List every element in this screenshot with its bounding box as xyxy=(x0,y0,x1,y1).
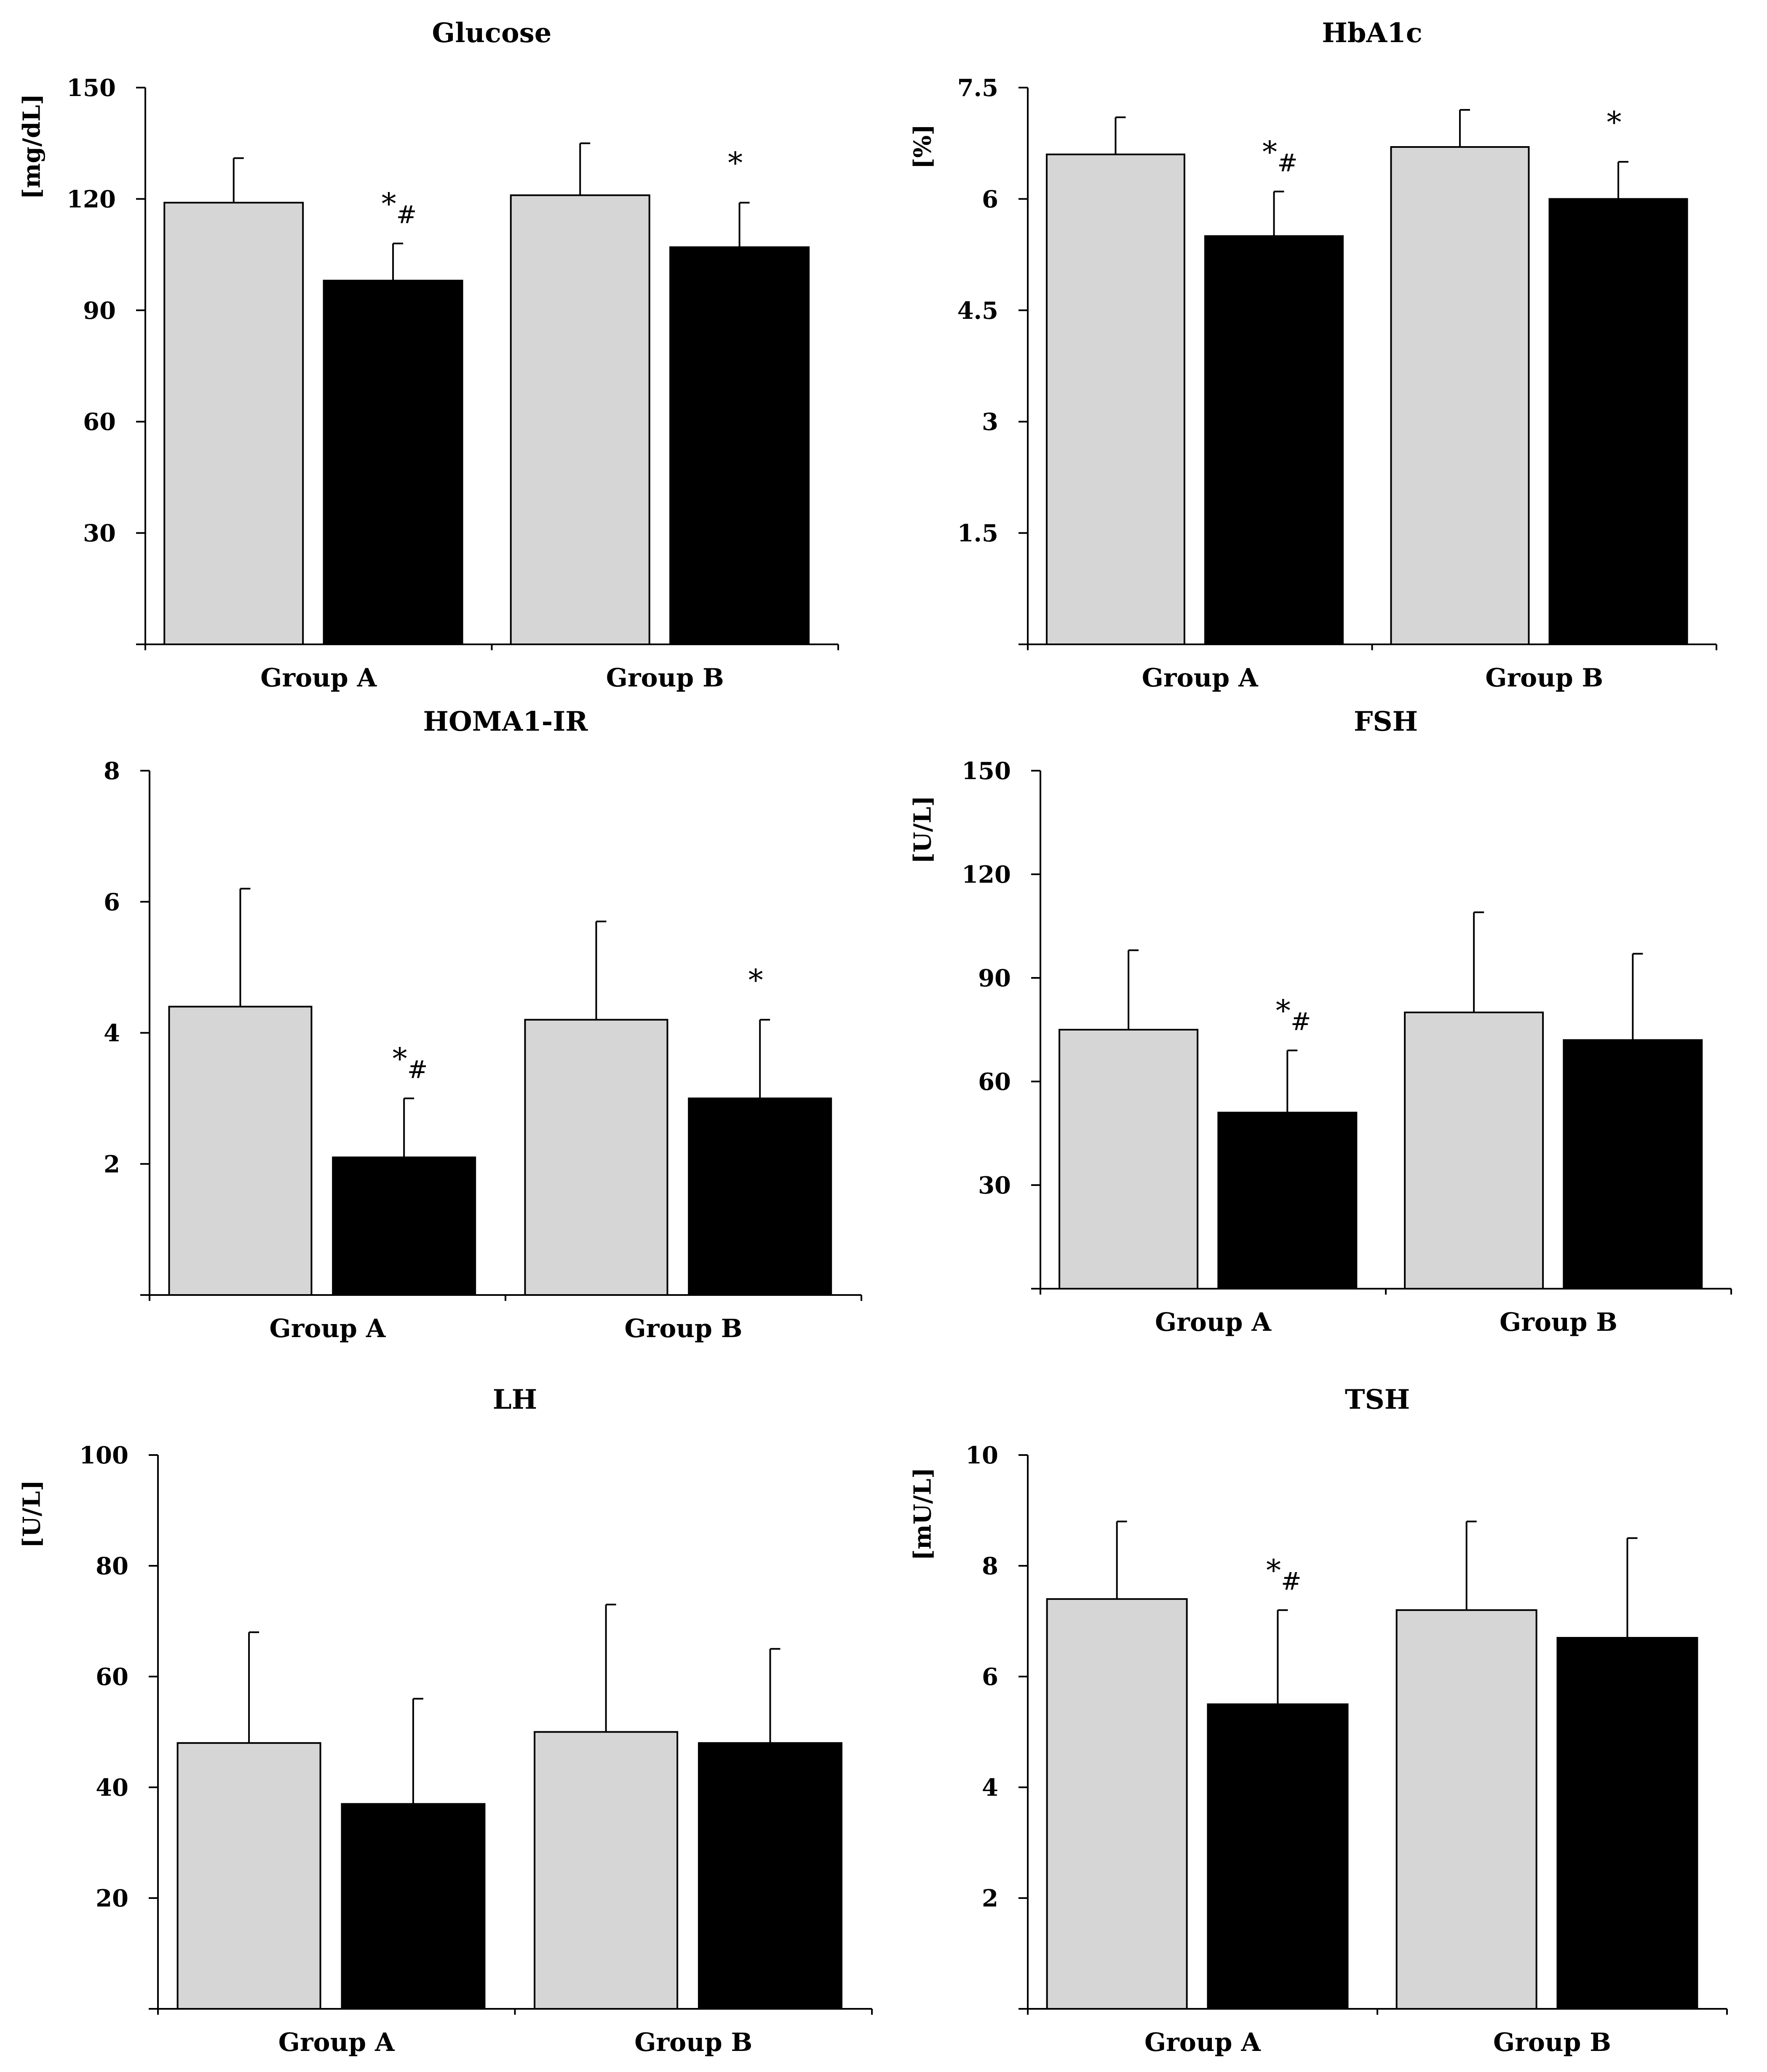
bar-group-b-baseline xyxy=(1395,1609,1537,2010)
bar-group-a-baseline xyxy=(1045,153,1185,645)
y-tick-label: 2 xyxy=(982,1885,998,1912)
y-tick-label: 30 xyxy=(83,520,116,547)
significance-star: * xyxy=(1266,1553,1281,1588)
x-category-label: Group B xyxy=(1493,2028,1611,2057)
y-tick-label: 1.5 xyxy=(957,520,998,547)
x-category-label: Group B xyxy=(634,2028,752,2057)
y-tick-label: 120 xyxy=(962,861,1011,889)
bar-group-b-baseline xyxy=(510,194,650,645)
bar-group-b-baseline xyxy=(1404,1012,1544,1290)
y-tick-label: 90 xyxy=(978,964,1011,992)
significance-hash: # xyxy=(396,200,417,229)
y-tick-label: 6 xyxy=(104,888,120,916)
y-tick-label: 4 xyxy=(104,1020,120,1047)
y-axis-label: [U/L] xyxy=(909,796,937,864)
x-category-label: Group A xyxy=(260,663,377,693)
y-tick-label: 40 xyxy=(96,1774,128,1802)
y-tick-label: 150 xyxy=(67,74,116,102)
y-tick-label: 150 xyxy=(962,757,1011,785)
bar-group-a-follow-up xyxy=(332,1156,476,1296)
x-category-label: Group A xyxy=(1144,2028,1261,2057)
chart-title: FSH xyxy=(1354,706,1418,737)
bar-group-b-follow-up xyxy=(698,1742,842,2010)
bar-group-a-follow-up xyxy=(1217,1111,1358,1290)
significance-star: * xyxy=(1262,135,1277,169)
y-tick-label: 6 xyxy=(982,185,998,213)
y-tick-label: 30 xyxy=(978,1172,1011,1199)
y-tick-label: 6 xyxy=(982,1663,998,1691)
significance-star: * xyxy=(1607,105,1622,139)
significance-star: * xyxy=(1276,993,1291,1028)
significance-star: * xyxy=(393,1041,407,1076)
y-tick-label: 8 xyxy=(104,757,120,785)
y-tick-label: 8 xyxy=(982,1552,998,1580)
x-category-label: Group B xyxy=(606,663,724,693)
y-tick-label: 2 xyxy=(104,1151,120,1178)
y-tick-label: 60 xyxy=(978,1068,1011,1096)
chart-title: Glucose xyxy=(432,17,552,49)
chart-title: HbA1c xyxy=(1322,17,1422,49)
bar-group-a-follow-up xyxy=(341,1803,486,2010)
y-axis-label: [mU/L] xyxy=(909,1468,937,1561)
x-category-label: Group B xyxy=(1485,663,1603,693)
chart-title: HOMA1-IR xyxy=(423,706,588,737)
significance-star: * xyxy=(728,146,743,180)
y-tick-label: 4 xyxy=(982,1774,998,1802)
bar-group-b-baseline xyxy=(524,1019,668,1296)
bar-group-b-baseline xyxy=(1390,146,1530,646)
y-tick-label: 20 xyxy=(96,1885,128,1912)
y-tick-label: 3 xyxy=(982,408,998,436)
y-axis-label: [mg/dL] xyxy=(18,94,46,199)
chart-panel-6: TSH [mU/L] 2 4 6 8 10 Group A Group B * # xyxy=(909,1384,1728,2057)
bar-group-a-baseline xyxy=(1059,1029,1199,1290)
bar-group-a-baseline xyxy=(163,202,304,645)
y-tick-label: 60 xyxy=(96,1663,128,1691)
x-category-label: Group B xyxy=(1500,1308,1617,1337)
bar-group-b-follow-up xyxy=(1563,1039,1703,1290)
significance-hash: # xyxy=(407,1055,428,1084)
y-tick-label: 100 xyxy=(79,1442,128,1469)
bar-group-a-baseline xyxy=(1046,1598,1188,2010)
chart-panel-4: FSH [U/L] 30 60 90 120 150 Group A Group B * # xyxy=(909,706,1732,1337)
chart-panel-5: LH [U/L] 20 40 60 80 100 Group A Group B xyxy=(18,1384,873,2057)
y-tick-label: 60 xyxy=(83,408,116,436)
significance-star: * xyxy=(749,963,763,997)
y-tick-label: 80 xyxy=(96,1552,128,1580)
y-tick-label: 4.5 xyxy=(957,297,998,325)
y-axis-label: [U/L] xyxy=(18,1480,46,1548)
x-category-label: Group B xyxy=(624,1314,742,1343)
y-tick-label: 90 xyxy=(83,297,116,325)
bar-group-a-baseline xyxy=(168,1006,313,1296)
significance-hash: # xyxy=(1281,1567,1302,1596)
bar-group-a-follow-up xyxy=(1207,1703,1349,2010)
chart-title: TSH xyxy=(1345,1384,1410,1415)
y-tick-label: 120 xyxy=(67,185,116,213)
bar-group-a-follow-up xyxy=(1204,235,1344,645)
significance-hash: # xyxy=(1277,149,1298,177)
y-tick-label: 10 xyxy=(965,1442,998,1469)
bar-group-b-follow-up xyxy=(688,1097,832,1296)
y-axis-label: [%] xyxy=(909,124,937,169)
significance-hash: # xyxy=(1291,1007,1311,1036)
x-category-label: Group A xyxy=(1155,1308,1272,1337)
x-category-label: Group A xyxy=(278,2028,395,2057)
x-category-label: Group A xyxy=(1142,663,1259,693)
bar-group-b-baseline xyxy=(534,1731,679,2010)
bar-group-b-follow-up xyxy=(1556,1637,1698,2010)
chart-panel-1: Glucose [mg/dL] 30 60 90 120 150 Group A Group B… xyxy=(18,17,839,693)
bar-group-a-follow-up xyxy=(323,280,463,645)
x-category-label: Group A xyxy=(270,1314,386,1343)
bar-group-b-follow-up xyxy=(1548,198,1688,645)
bar-group-a-baseline xyxy=(176,1742,321,2010)
chart-title: LH xyxy=(493,1384,537,1415)
bar-group-b-follow-up xyxy=(669,246,810,645)
y-tick-label: 7.5 xyxy=(957,74,998,102)
significance-star: * xyxy=(382,187,396,221)
